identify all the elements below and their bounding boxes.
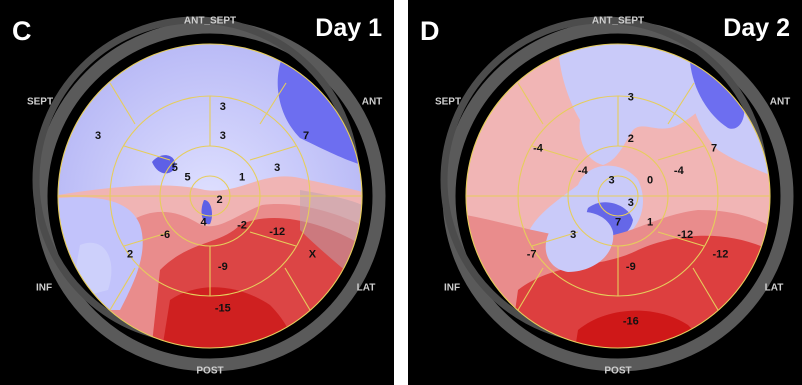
panel-day-label: Day 2 (723, 14, 790, 42)
wall-label-ant: ANT (362, 97, 383, 108)
segment-value: -16 (623, 316, 639, 328)
wall-label-inf: INF (444, 283, 460, 294)
segment-value: -6 (160, 229, 170, 241)
wall-label-sept: SEPT (27, 97, 53, 108)
segment-value: -12 (269, 226, 285, 238)
segment-value: -4 (578, 165, 589, 177)
segment-value: 0 (647, 175, 653, 187)
segment-value: 3 (220, 101, 226, 113)
wall-label-lat: LAT (357, 283, 376, 294)
segment-value: X (309, 248, 317, 260)
segment-value: 4 (201, 216, 208, 228)
segment-value: -7 (527, 248, 537, 260)
bullseye-map: ANT_SEPT SEPT ANT INF LAT POST 37-42-4 -4… (435, 16, 794, 377)
segment-value: 2 (127, 248, 133, 260)
segment-values: 37-42-4 -43 037 13 -12-7 -12-9-16 (527, 92, 729, 328)
panel-day-2: ANT_SEPT SEPT ANT INF LAT POST 3 7 -4 2 -4 -4… (408, 0, 802, 385)
segment-value: 3 (220, 130, 226, 142)
segment-value: -15 (215, 303, 231, 315)
segment-value: 1 (239, 172, 245, 184)
segment-value: 5 (185, 172, 191, 184)
panel-letter: D (420, 16, 440, 46)
segment-value: 3 (570, 229, 576, 241)
wall-label-ant-sept: ANT_SEPT (184, 16, 236, 27)
segment-value: 7 (711, 143, 717, 155)
segment-value: 1 (647, 216, 653, 228)
outer-ring (442, 20, 794, 372)
strain-fill (466, 44, 770, 348)
wall-label-lat: LAT (765, 283, 784, 294)
segment-value: -2 (237, 220, 247, 232)
segment-value: 3 (609, 175, 615, 187)
segment-value: 7 (615, 216, 621, 228)
wall-label-post: POST (604, 366, 631, 377)
segment-value: -9 (218, 261, 228, 273)
wall-label-inf: INF (36, 283, 52, 294)
segment-grid (465, 43, 771, 349)
segment-value: -9 (626, 261, 636, 273)
segment-value: 3 (628, 197, 634, 209)
segment-value: -4 (533, 143, 544, 155)
wall-label-ant-sept: ANT_SEPT (592, 16, 644, 27)
panel-day-label: Day 1 (315, 14, 382, 42)
wall-label-sept: SEPT (435, 97, 461, 108)
segment-value: 3 (274, 162, 280, 174)
bullseye-map: ANT_SEPT SEPT ANT INF LAT POST 3 7 3 3 55 1 3 2… (27, 16, 386, 377)
segment-value: 7 (303, 130, 309, 142)
segment-value: 2 (217, 194, 223, 206)
segment-value: 2 (628, 133, 634, 145)
segment-value: 3 (628, 92, 634, 104)
outer-ring (34, 20, 386, 372)
segment-value: 5 (172, 162, 178, 174)
segment-grid (57, 43, 363, 349)
wall-label-post: POST (196, 366, 223, 377)
strain-fill (58, 44, 362, 348)
segment-value: -4 (674, 165, 685, 177)
segment-value: 3 (95, 130, 101, 142)
panel-letter: C (12, 16, 32, 46)
wall-label-ant: ANT (770, 97, 791, 108)
segment-value: -12 (712, 248, 728, 260)
segment-value: -12 (677, 229, 693, 241)
